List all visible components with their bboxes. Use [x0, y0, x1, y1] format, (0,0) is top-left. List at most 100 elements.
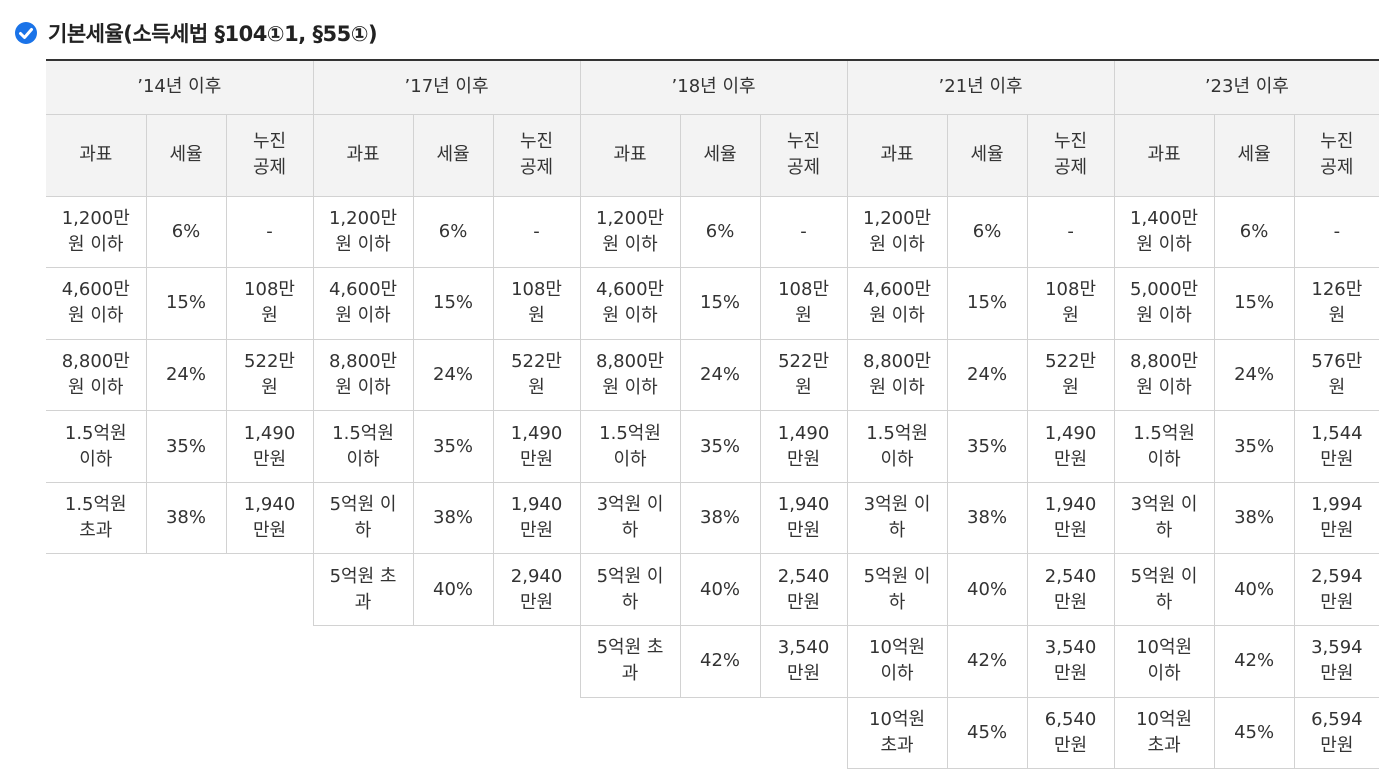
cell-rate: 15%: [1213, 267, 1295, 340]
subheader-base: 과표: [1113, 113, 1215, 197]
subheader-rate: 세율: [946, 113, 1028, 197]
cell-rate: 42%: [946, 625, 1028, 698]
subheader-deduction: 누진 공제: [492, 113, 581, 197]
subheader-base: 과표: [46, 113, 147, 197]
table-row: 8,800만 원 이하 24% 522만 원 8,800만 원 이하 24% 522만 원 8,80…: [46, 338, 1380, 412]
table-row: 10억원 초과 45% 6,540 만원 10억원 초과 45% 6,594 만원: [46, 696, 1380, 770]
subheader-base: 과표: [312, 113, 414, 197]
period-header-row: ’14년 이후 ’17년 이후 ’18년 이후 ’21년 이후 ’23년 이후: [46, 59, 1380, 115]
cell-rate: 24%: [946, 338, 1028, 412]
cell-rate: 35%: [1213, 410, 1295, 483]
table-row: 4,600만 원 이하 15% 108만 원 4,600만 원 이하 15% 108만 원 4,60…: [46, 267, 1380, 340]
cell-rate: 24%: [679, 338, 761, 412]
cell-deduction: 6,594 만원: [1293, 696, 1380, 770]
cell-rate: 6%: [1213, 195, 1295, 269]
section-title: 기본세율(소득세법 §104①1, §55①): [48, 22, 378, 46]
cell-rate: 38%: [412, 481, 494, 555]
cell-rate: 45%: [1213, 696, 1295, 770]
cell-rate: 38%: [946, 481, 1028, 555]
cell-rate: 6%: [679, 195, 761, 269]
cell-deduction: 522만 원: [492, 338, 581, 412]
cell-base: 1.5억원 이하: [579, 410, 681, 483]
cell-deduction: -: [492, 195, 581, 269]
cell-base: 4,600만 원 이하: [312, 267, 414, 340]
check-circle-icon: [14, 21, 38, 45]
cell-deduction: 2,540 만원: [1026, 553, 1115, 627]
cell-deduction: 1,940 만원: [225, 481, 314, 555]
cell-deduction: 1,490 만원: [759, 410, 848, 483]
cell-base: 10억원 초과: [1113, 696, 1215, 770]
cell-deduction: 108만 원: [492, 267, 581, 340]
cell-rate: 42%: [679, 625, 761, 698]
cell-rate: 38%: [145, 481, 227, 555]
cell-rate: 6%: [412, 195, 494, 269]
subheader-rate: 세율: [679, 113, 761, 197]
cell-deduction: 2,540 만원: [759, 553, 848, 627]
cell-deduction: 108만 원: [1026, 267, 1115, 340]
cell-deduction: 108만 원: [759, 267, 848, 340]
cell-deduction: 3,540 만원: [759, 625, 848, 698]
cell-base: 1,200만 원 이하: [46, 195, 147, 269]
cell-deduction: 6,540 만원: [1026, 696, 1115, 770]
cell-rate: 35%: [145, 410, 227, 483]
cell-base: 8,800만 원 이하: [312, 338, 414, 412]
cell-base: 1,200만 원 이하: [846, 195, 948, 269]
subheader-rate: 세율: [1213, 113, 1295, 197]
cell-deduction: 1,544 만원: [1293, 410, 1380, 483]
cell-deduction: 576만 원: [1293, 338, 1380, 412]
cell-deduction: 522만 원: [759, 338, 848, 412]
column-header-row: 과표 세율 누진 공제 과표 세율 누진 공제 과표 세율 누진 공제 과표 세율 누진 공제 과표 세율 누진 공제: [46, 113, 1380, 197]
cell-base: 4,600만 원 이하: [579, 267, 681, 340]
cell-rate: 6%: [145, 195, 227, 269]
cell-base: 1.5억원 이하: [312, 410, 414, 483]
cell-base: 1,400만 원 이하: [1113, 195, 1215, 269]
cell-rate: 24%: [1213, 338, 1295, 412]
cell-base: 10억원 초과: [846, 696, 948, 770]
table-row: 5억원 초 과 42% 3,540 만원 10억원 이하 42% 3,540 만원 10억원 이하 42…: [46, 625, 1380, 698]
cell-base: 8,800만 원 이하: [1113, 338, 1215, 412]
cell-deduction: 1,940 만원: [492, 481, 581, 555]
cell-deduction: -: [225, 195, 314, 269]
cell-deduction: -: [1293, 195, 1380, 269]
subheader-base: 과표: [579, 113, 681, 197]
cell-rate: 40%: [1213, 553, 1295, 627]
cell-deduction: 108만 원: [225, 267, 314, 340]
cell-rate: 40%: [679, 553, 761, 627]
cell-rate: 15%: [145, 267, 227, 340]
subheader-rate: 세율: [412, 113, 494, 197]
period-header: ’17년 이후: [312, 59, 581, 115]
subheader-deduction: 누진 공제: [1026, 113, 1115, 197]
subheader-base: 과표: [846, 113, 948, 197]
cell-base: 1.5억원 이하: [846, 410, 948, 483]
cell-deduction: 1,490 만원: [1026, 410, 1115, 483]
table-row: 5억원 초 과 40% 2,940 만원 5억원 이 하 40% 2,540 만원 5억원 이 하 40…: [46, 553, 1380, 627]
period-header: ’18년 이후: [579, 59, 848, 115]
period-header: ’21년 이후: [846, 59, 1115, 115]
cell-deduction: 3,540 만원: [1026, 625, 1115, 698]
period-header: ’23년 이후: [1113, 59, 1380, 115]
cell-rate: 24%: [145, 338, 227, 412]
cell-rate: 15%: [412, 267, 494, 340]
cell-base: 8,800만 원 이하: [46, 338, 147, 412]
cell-base: 1.5억원 이하: [46, 410, 147, 483]
cell-rate: 38%: [679, 481, 761, 555]
cell-deduction: -: [759, 195, 848, 269]
empty-cell: [46, 697, 848, 769]
cell-deduction: 3,594 만원: [1293, 625, 1380, 698]
cell-rate: 24%: [412, 338, 494, 412]
cell-rate: 45%: [946, 696, 1028, 770]
cell-base: 1,200만 원 이하: [579, 195, 681, 269]
cell-base: 4,600만 원 이하: [46, 267, 147, 340]
cell-base: 10억원 이하: [846, 625, 948, 698]
cell-rate: 35%: [679, 410, 761, 483]
cell-base: 1.5억원 초과: [46, 481, 147, 555]
cell-base: 8,800만 원 이하: [846, 338, 948, 412]
cell-deduction: 2,594 만원: [1293, 553, 1380, 627]
subheader-deduction: 누진 공제: [225, 113, 314, 197]
cell-rate: 38%: [1213, 481, 1295, 555]
subheader-deduction: 누진 공제: [1293, 113, 1380, 197]
